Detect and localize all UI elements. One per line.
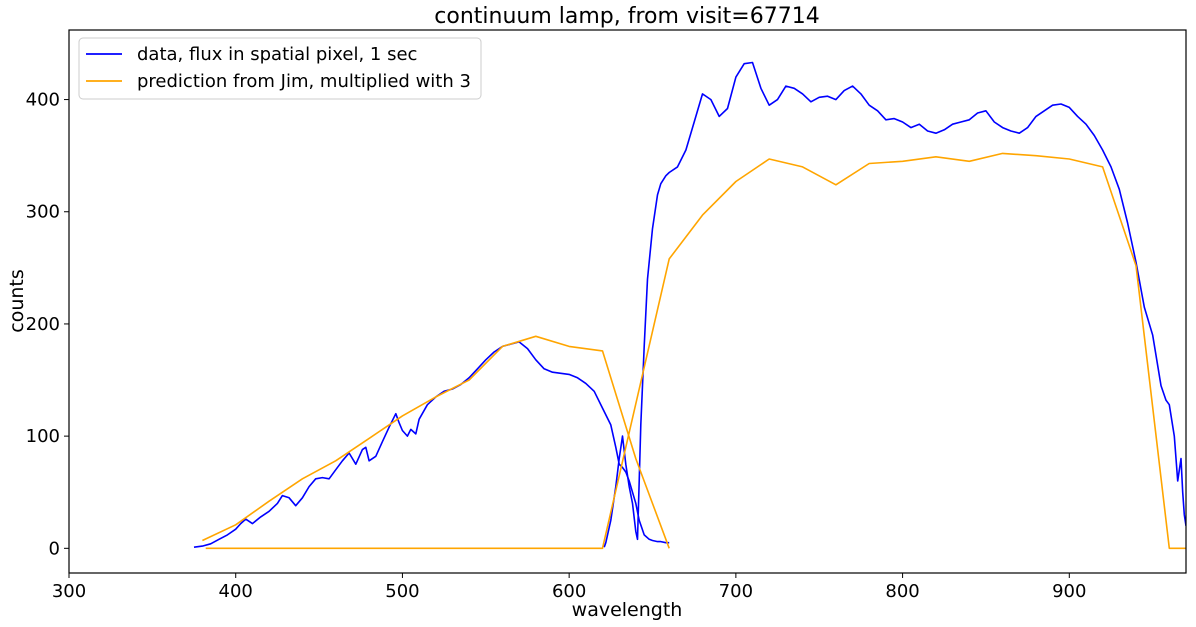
series-line-1-segment-1 xyxy=(205,152,1186,550)
legend: data, flux in spatial pixel, 1 sec predic… xyxy=(78,37,482,100)
plot-frame xyxy=(68,29,1187,574)
x-tick-label: 700 xyxy=(719,581,753,602)
y-axis-title: counts xyxy=(6,269,28,333)
x-axis: 300 400 500 600 700 800 900 xyxy=(52,573,1086,602)
x-tick-label: 400 xyxy=(219,581,253,602)
series-layer xyxy=(193,61,1186,550)
y-tick-label: 100 xyxy=(26,426,60,447)
x-axis-title: wavelength xyxy=(572,599,683,621)
y-tick-label: 400 xyxy=(26,90,60,111)
plot-area xyxy=(193,61,1186,550)
x-tick-label: 900 xyxy=(1052,581,1086,602)
y-axis: 0 100 200 300 400 xyxy=(26,90,69,559)
x-tick-label: 300 xyxy=(52,581,86,602)
legend-label-0: data, flux in spatial pixel, 1 sec xyxy=(137,44,417,65)
series-line-1-segment-0 xyxy=(202,335,670,549)
y-tick-label: 200 xyxy=(26,314,60,335)
x-tick-label: 600 xyxy=(552,581,586,602)
x-tick-label: 800 xyxy=(885,581,919,602)
legend-label-1: prediction from Jim, multiplied with 3 xyxy=(137,71,471,92)
y-tick-label: 300 xyxy=(26,202,60,223)
x-tick-label: 500 xyxy=(385,581,419,602)
chart-title: continuum lamp, from visit=67714 xyxy=(434,4,819,29)
series-line-0-segment-1 xyxy=(603,61,1186,548)
y-tick-label: 0 xyxy=(49,538,60,559)
legend-box xyxy=(78,37,482,100)
